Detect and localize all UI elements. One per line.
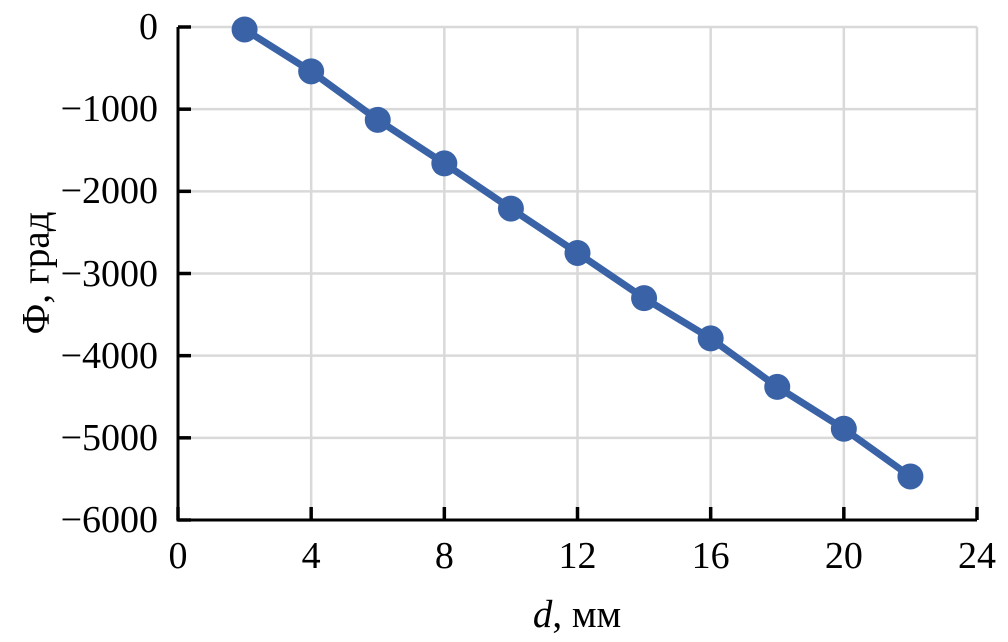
data-point-marker <box>497 195 524 222</box>
y-tick-label: −6000 <box>60 499 158 541</box>
data-point-marker <box>231 16 258 43</box>
data-point-marker <box>897 463 924 490</box>
x-tick-label: 4 <box>301 535 321 577</box>
y-tick-label: −4000 <box>60 334 158 377</box>
x-axis-title-symbol: d <box>532 593 553 636</box>
x-axis-title: d, мм <box>533 595 621 634</box>
y-tick-label: −2000 <box>60 170 158 213</box>
data-point-marker <box>764 373 791 400</box>
x-tick-label: 16 <box>691 535 730 577</box>
data-point-marker <box>298 58 325 85</box>
data-point-marker <box>631 285 658 312</box>
data-point-marker <box>830 415 857 442</box>
y-tick-label: −1000 <box>60 88 158 131</box>
data-point-marker <box>431 150 458 177</box>
x-tick-label: 20 <box>824 535 863 577</box>
x-tick-label: 12 <box>558 535 597 577</box>
x-tick-label: 0 <box>168 535 188 577</box>
data-point-marker <box>697 325 724 352</box>
y-tick-label: −3000 <box>60 252 158 295</box>
y-tick-label: −5000 <box>60 416 158 459</box>
y-tick-label: 0 <box>139 6 158 48</box>
x-tick-label: 8 <box>434 535 454 577</box>
data-point-marker <box>364 106 391 133</box>
x-tick-label: 24 <box>958 535 996 577</box>
data-point-marker <box>564 239 591 266</box>
x-axis-title-unit: , мм <box>552 593 622 636</box>
